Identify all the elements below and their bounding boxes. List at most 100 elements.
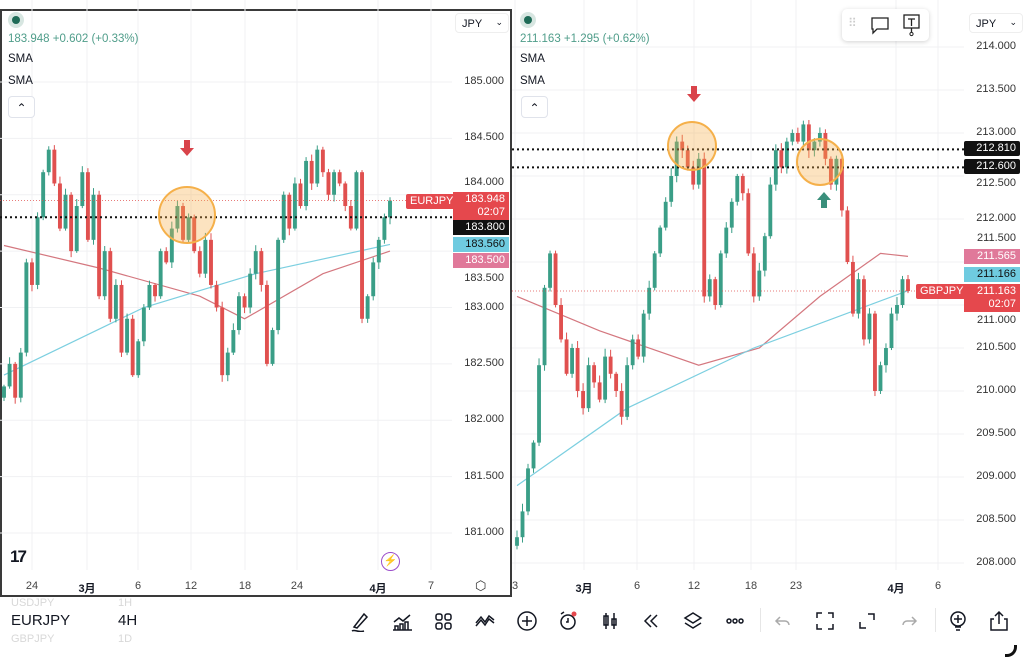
- collapse-legend-button[interactable]: ⌃: [8, 96, 35, 118]
- candle-up: [2, 386, 6, 398]
- redo-button[interactable]: [896, 608, 922, 634]
- pen-icon: [351, 612, 369, 632]
- candle-up: [169, 228, 174, 263]
- alert-button[interactable]: [555, 608, 581, 634]
- sma-red-tag: 183.500: [453, 253, 509, 268]
- candle-down: [164, 251, 169, 263]
- highlight-circle: [667, 121, 717, 171]
- candle-down: [851, 262, 855, 314]
- patterns-button[interactable]: [472, 608, 498, 634]
- eurjpy-chart-canvas[interactable]: [0, 0, 512, 600]
- candle-up: [24, 262, 29, 353]
- eurjpy-quote: 183.948 +0.602 (+0.33%): [8, 33, 139, 45]
- undo-icon: [774, 616, 790, 626]
- candle-up: [231, 330, 236, 353]
- time-axis-label: 18: [744, 580, 758, 592]
- eurjpy-chart-pane[interactable]: [0, 9, 512, 597]
- candle-up: [817, 133, 822, 142]
- more-button[interactable]: [722, 608, 748, 634]
- gbpjpy-quote: 211.163 +1.295 (+0.62%): [520, 33, 650, 45]
- currency-label: JPY: [462, 18, 483, 30]
- candle-down: [564, 339, 569, 374]
- candle-up: [784, 141, 789, 168]
- currency-select[interactable]: JPY ⌄: [969, 13, 1023, 33]
- candle-down: [592, 365, 597, 383]
- price-axis-label: 210.000: [976, 384, 1016, 396]
- candle-down: [740, 176, 745, 194]
- price-axis-label: 181.000: [464, 526, 504, 538]
- interval-option-1d[interactable]: 1D: [118, 633, 133, 645]
- sma-legend-2[interactable]: SMA: [8, 75, 33, 87]
- price-axis-label: 214.000: [976, 40, 1016, 52]
- candle-up: [586, 365, 591, 409]
- comment-icon[interactable]: [870, 15, 890, 35]
- time-axis-label: 24: [25, 580, 39, 592]
- candle-up: [371, 262, 376, 297]
- candle-up: [304, 160, 309, 207]
- gbpjpy-chart-canvas[interactable]: [512, 0, 1024, 600]
- time-axis-label: 3: [511, 580, 519, 592]
- time-axis-label: 18: [238, 580, 252, 592]
- candle-up: [895, 305, 899, 314]
- price-axis-label: 184.500: [464, 131, 504, 144]
- candle-up: [158, 251, 163, 297]
- candle-down: [287, 194, 292, 229]
- candle-up: [136, 341, 141, 376]
- collapse-legend-button[interactable]: ⌃: [521, 96, 548, 118]
- interval-picker-selected[interactable]: 4H: [118, 612, 138, 629]
- candle-up: [35, 217, 40, 285]
- replay-button[interactable]: [638, 608, 664, 634]
- currency-select[interactable]: JPY ⌄: [455, 13, 509, 33]
- candle-up: [80, 172, 85, 207]
- candle-up: [647, 287, 652, 314]
- sma-legend-2[interactable]: SMA: [520, 75, 545, 87]
- layout-grid-button[interactable]: [430, 608, 456, 634]
- candle-up: [625, 365, 630, 417]
- drag-handle-icon[interactable]: ⠿: [848, 16, 857, 30]
- price-axis-label: 212.000: [976, 212, 1016, 224]
- interval-option-1h[interactable]: 1H: [118, 597, 133, 609]
- candle-up: [520, 511, 525, 538]
- candle-down: [751, 253, 756, 297]
- pen-button[interactable]: [347, 608, 373, 634]
- candle-down: [806, 124, 811, 151]
- resize-handle-icon[interactable]: [1005, 645, 1017, 657]
- candle-up: [388, 200, 392, 218]
- settings-gear-icon[interactable]: ⬡: [475, 578, 487, 593]
- alert-icon: [560, 611, 577, 630]
- share-button[interactable]: [986, 608, 1012, 634]
- candles-button[interactable]: [597, 608, 623, 634]
- indicators-button[interactable]: [389, 608, 415, 634]
- level-price-tag-2: 212.600: [964, 159, 1020, 174]
- toolbar-divider: [935, 608, 936, 632]
- undo-button[interactable]: [770, 608, 796, 634]
- level-price-tag-1: 212.810: [964, 141, 1020, 156]
- eurjpy-symbol-tag: EURJPY: [406, 194, 458, 209]
- candle-up: [248, 273, 253, 308]
- last-price: 211.163: [977, 285, 1016, 297]
- market-status-icon: [8, 12, 24, 28]
- candle-up: [41, 172, 46, 218]
- sma-blue-line: [516, 290, 909, 487]
- candle-down: [575, 348, 580, 391]
- layers-button[interactable]: [680, 608, 706, 634]
- symbol-option-gbpjpy[interactable]: GBPJPY: [11, 633, 55, 645]
- fullscreen-icon: [816, 612, 834, 630]
- idea-button[interactable]: [945, 608, 971, 634]
- candle-up: [270, 330, 275, 364]
- candle-up: [773, 150, 778, 185]
- price-axis-label: 184.000: [464, 176, 504, 188]
- candle-up: [365, 296, 370, 319]
- sma-legend-1[interactable]: SMA: [8, 53, 33, 65]
- symbol-option-usdjpy[interactable]: USDJPY: [11, 597, 55, 609]
- price-axis-label: 181.500: [464, 469, 504, 482]
- candle-down: [97, 194, 102, 297]
- expand-button[interactable]: [854, 608, 880, 634]
- lightning-icon[interactable]: ⚡: [381, 552, 400, 571]
- fullscreen-button[interactable]: [812, 608, 838, 634]
- tradingview-logo[interactable]: 17: [10, 547, 27, 566]
- text-note-icon[interactable]: [902, 13, 922, 37]
- add-button[interactable]: [514, 608, 540, 634]
- sma-legend-1[interactable]: SMA: [520, 53, 545, 65]
- symbol-picker-selected[interactable]: EURJPY: [11, 612, 71, 629]
